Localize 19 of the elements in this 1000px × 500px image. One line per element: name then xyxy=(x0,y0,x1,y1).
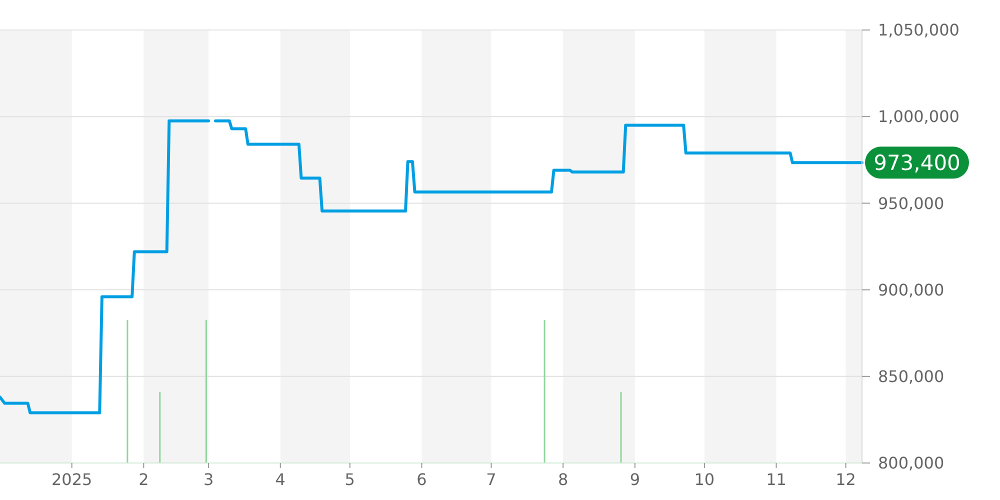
x-tick-label: 7 xyxy=(486,470,496,489)
y-tick-label: 1,050,000 xyxy=(878,20,960,40)
annotation: 973,400 xyxy=(874,151,960,176)
x-tick-label: 2 xyxy=(138,470,149,489)
x-tick-label: 11 xyxy=(766,470,786,489)
x-tick-label: 8 xyxy=(558,470,568,489)
x-tick-label: 9 xyxy=(630,470,640,489)
x-tick-label: 4 xyxy=(275,470,286,489)
y-tick-label: 900,000 xyxy=(878,280,944,300)
y-tick-label: 1,000,000 xyxy=(878,107,960,126)
x-tick-label: 3 xyxy=(203,470,214,489)
y-tick-label: 950,000 xyxy=(878,194,944,213)
x-tick-label: 12 xyxy=(836,470,856,489)
y-tick-label: 850,000 xyxy=(878,367,944,386)
y-tick-label: 800,000 xyxy=(878,454,944,473)
x-tick-label: 5 xyxy=(344,470,355,489)
x-tick-label: 10 xyxy=(694,470,715,489)
x-tick-label: 2025 xyxy=(51,470,92,489)
x-tick-label: 6 xyxy=(416,470,427,489)
